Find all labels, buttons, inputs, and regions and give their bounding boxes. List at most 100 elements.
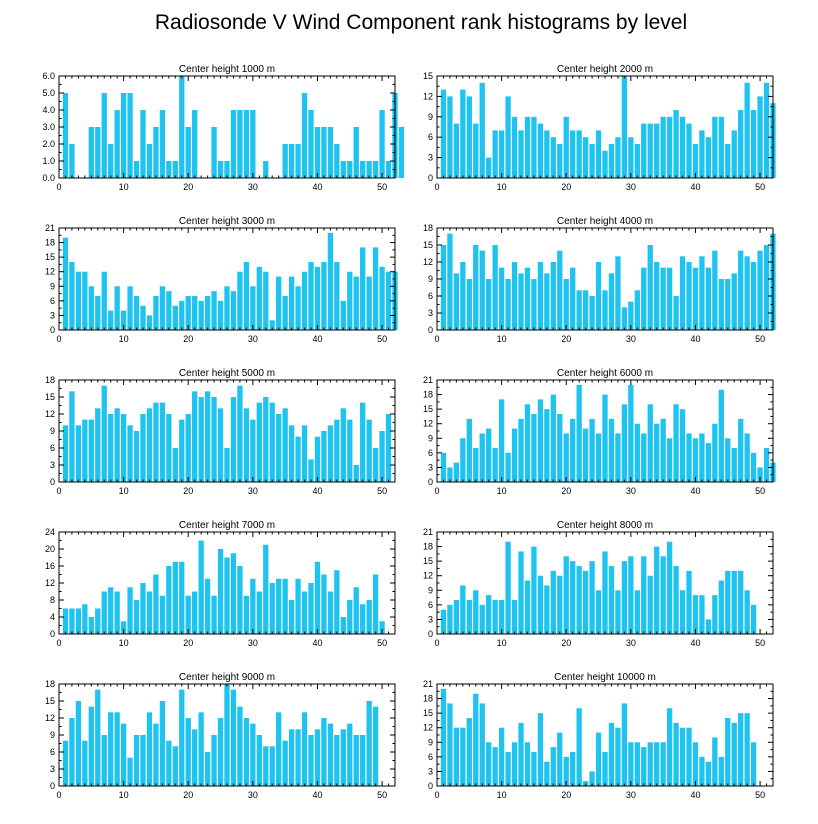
- bar: [570, 267, 576, 330]
- bar: [647, 575, 653, 634]
- bar: [353, 127, 359, 178]
- bar: [712, 595, 718, 634]
- bar: [563, 116, 569, 178]
- bar: [108, 144, 114, 178]
- bar: [82, 740, 88, 786]
- bar: [712, 423, 718, 482]
- bar: [628, 556, 634, 634]
- x-tick-label: 0: [56, 790, 61, 800]
- x-tick-label: 40: [312, 182, 322, 192]
- bar: [505, 279, 511, 330]
- bar: [647, 123, 653, 178]
- bar: [524, 742, 531, 786]
- bar: [288, 729, 295, 786]
- bar: [88, 419, 94, 482]
- bar: [146, 712, 153, 786]
- y-tick-label: 6: [428, 291, 433, 301]
- bar: [660, 116, 666, 178]
- bar: [185, 718, 191, 786]
- bar: [295, 144, 301, 178]
- bar: [385, 161, 392, 178]
- bar: [166, 566, 172, 634]
- bar: [460, 262, 466, 330]
- bar: [576, 384, 582, 482]
- bar: [634, 423, 640, 482]
- bar: [550, 747, 556, 786]
- bar: [211, 397, 217, 482]
- bar: [308, 110, 314, 178]
- bar: [62, 237, 69, 330]
- bar: [479, 433, 485, 482]
- bar: [479, 703, 485, 786]
- bar: [641, 747, 647, 786]
- x-tick-label: 10: [119, 486, 129, 496]
- x-tick-label: 50: [377, 638, 387, 648]
- bar: [602, 290, 608, 330]
- bar: [679, 590, 686, 634]
- bar: [518, 130, 524, 178]
- y-tick-label: 12: [423, 257, 433, 267]
- bar: [544, 130, 550, 178]
- y-tick-label: 6: [50, 443, 55, 453]
- bar: [557, 575, 563, 634]
- bar: [692, 595, 699, 634]
- x-tick-label: 0: [56, 638, 61, 648]
- y-tick-label: 18: [45, 375, 55, 385]
- bar: [192, 391, 198, 482]
- bar: [511, 116, 518, 178]
- bar: [654, 123, 660, 178]
- x-tick-label: 0: [56, 334, 61, 344]
- y-tick-label: 8: [50, 595, 55, 605]
- bar: [731, 570, 737, 634]
- bar: [537, 575, 544, 634]
- bar: [146, 315, 153, 330]
- bar: [133, 600, 140, 634]
- bar: [140, 414, 146, 482]
- x-tick-label: 20: [561, 790, 571, 800]
- bar: [288, 276, 295, 330]
- bar: [230, 110, 237, 178]
- bar: [256, 402, 262, 482]
- y-tick-label: 0: [428, 173, 433, 183]
- bar: [654, 423, 660, 482]
- bar: [699, 433, 705, 482]
- bar: [492, 130, 498, 178]
- bar: [347, 723, 353, 786]
- bar: [133, 296, 140, 330]
- bar: [537, 262, 544, 330]
- x-tick-label: 20: [561, 334, 571, 344]
- bar: [466, 96, 472, 178]
- bar: [237, 706, 243, 786]
- bar: [179, 689, 185, 786]
- bar: [602, 752, 608, 786]
- bar: [101, 385, 107, 482]
- bar: [524, 404, 531, 482]
- bar: [321, 431, 327, 482]
- bar: [295, 729, 301, 786]
- bar: [153, 127, 159, 178]
- bar: [511, 262, 518, 330]
- x-tick-label: 50: [377, 790, 387, 800]
- y-tick-label: 0: [50, 629, 55, 639]
- bar: [127, 93, 133, 178]
- bar: [301, 712, 308, 786]
- bar: [120, 723, 127, 786]
- bar: [340, 300, 346, 330]
- bar: [301, 425, 308, 482]
- bar: [686, 123, 692, 178]
- bar: [634, 742, 640, 786]
- bar: [353, 735, 359, 786]
- bar: [705, 761, 712, 786]
- bar: [243, 262, 250, 330]
- bar: [550, 262, 556, 330]
- bar: [114, 408, 120, 482]
- bar: [334, 144, 340, 178]
- bar: [589, 296, 595, 330]
- bar: [440, 688, 447, 786]
- bar: [460, 585, 466, 634]
- bar: [608, 144, 615, 178]
- x-tick-label: 30: [626, 638, 636, 648]
- bar: [595, 590, 602, 634]
- bar: [466, 600, 472, 634]
- bar: [276, 578, 282, 634]
